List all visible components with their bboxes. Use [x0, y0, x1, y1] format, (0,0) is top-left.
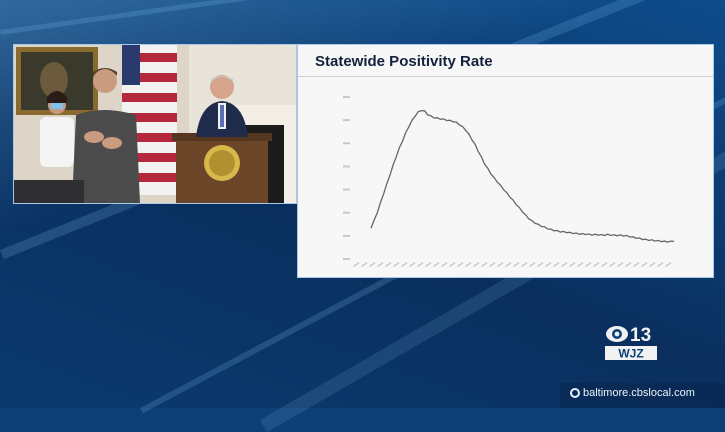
x-tick-mark [537, 261, 544, 268]
x-tick-mark [481, 261, 488, 268]
source-url[interactable]: baltimore.cbslocal.com [583, 387, 695, 399]
background-person [40, 91, 74, 167]
x-tick-mark [648, 261, 656, 268]
table [14, 180, 84, 203]
x-tick-mark [385, 261, 392, 268]
x-tick-mark [560, 261, 568, 268]
x-tick-mark [576, 261, 584, 268]
press-conference-video [13, 44, 297, 204]
x-tick-mark [632, 261, 640, 268]
y-tick-mark [343, 165, 350, 168]
positivity-line-chart [343, 96, 675, 268]
x-tick-mark [472, 261, 480, 268]
x-tick-mark [377, 261, 384, 268]
y-tick-mark [343, 119, 350, 122]
x-tick-mark [512, 261, 520, 268]
x-tick-mark [433, 261, 440, 268]
logo-call-letters: WJZ [618, 347, 643, 361]
x-tick-mark [409, 261, 416, 268]
x-tick-mark [616, 261, 624, 268]
x-tick-mark [608, 261, 616, 268]
x-tick-mark [640, 261, 648, 268]
x-tick-mark [457, 261, 464, 268]
x-tick-mark [552, 261, 560, 268]
x-tick-mark [353, 261, 360, 268]
cbs-eye-icon [606, 326, 628, 342]
x-tick-mark [520, 261, 528, 268]
speaker [196, 75, 248, 137]
logo-channel-number: 13 [630, 325, 651, 346]
x-tick-mark [624, 261, 632, 268]
x-tick-mark [568, 261, 576, 268]
x-tick-mark [401, 261, 408, 268]
video-frame [14, 45, 296, 203]
title-divider [298, 76, 713, 77]
link-icon [570, 388, 580, 398]
sign-language-interpreter [72, 68, 140, 203]
x-tick-mark [664, 261, 672, 268]
x-tick-mark [465, 261, 472, 268]
chart-title: Statewide Positivity Rate [315, 53, 493, 70]
chart-panel: Statewide Positivity Rate [297, 44, 714, 278]
x-tick-mark [497, 261, 504, 268]
y-tick-mark [343, 258, 350, 260]
podium [172, 133, 272, 203]
y-tick-mark [343, 96, 350, 98]
x-tick-mark [544, 261, 552, 268]
station-logo: 13 WJZ [604, 323, 658, 361]
x-tick-mark [425, 261, 432, 268]
x-tick-mark [441, 261, 448, 268]
y-tick-mark [343, 188, 350, 191]
y-tick-mark [343, 234, 350, 237]
x-tick-mark [592, 261, 600, 268]
positivity-series-line [370, 109, 675, 243]
x-axis [353, 261, 672, 268]
y-axis [343, 96, 350, 260]
x-tick-mark [417, 261, 424, 268]
x-tick-mark [600, 261, 608, 268]
x-tick-mark [505, 261, 512, 268]
x-tick-mark [369, 261, 376, 268]
source-url-bar [560, 383, 725, 408]
y-tick-mark [343, 211, 350, 214]
x-tick-mark [393, 261, 400, 268]
logo-call-box [605, 346, 657, 360]
x-tick-mark [656, 261, 664, 268]
x-tick-mark [528, 261, 536, 268]
x-tick-mark [488, 261, 496, 268]
x-tick-mark [361, 261, 368, 268]
y-tick-mark [343, 142, 350, 145]
x-tick-mark [449, 261, 456, 268]
x-tick-mark [584, 261, 592, 268]
